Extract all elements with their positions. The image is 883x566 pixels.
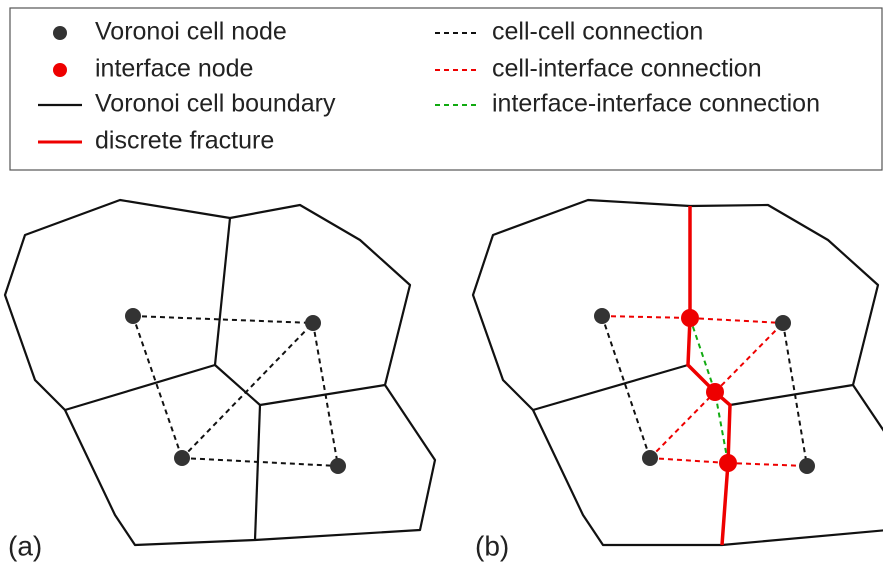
legend-label: cell-interface connection <box>492 55 762 83</box>
legend-box <box>9 7 883 171</box>
connections <box>132 315 339 467</box>
cell-boundary <box>253 404 262 541</box>
cell-interface-connections <box>601 315 808 467</box>
cell-boundary <box>532 363 689 412</box>
cell-cell-connections <box>601 315 808 467</box>
interface-nodes <box>681 309 737 472</box>
fracture <box>686 206 732 546</box>
outer-boundary <box>3 198 437 547</box>
legend-label: cell-cell connection <box>492 18 703 46</box>
panel-label: (a) <box>8 530 42 561</box>
panel-a: (a) <box>3 198 437 561</box>
legend-label: discrete fracture <box>95 127 274 155</box>
cell-boundary <box>729 383 854 407</box>
cell-nodes <box>594 308 815 474</box>
outer-boundary <box>471 198 883 547</box>
cell-nodes <box>125 308 346 474</box>
panel-b: (b) <box>471 198 883 561</box>
outer-boundary <box>689 203 883 432</box>
legend-label: Voronoi cell boundary <box>95 90 336 118</box>
panel-label: (b) <box>475 530 509 561</box>
legend-label: Voronoi cell node <box>95 18 287 46</box>
legend-cell-node <box>53 26 67 40</box>
legend-interface-node <box>53 63 67 77</box>
cell-boundary <box>64 217 232 412</box>
legend-label: interface-interface connection <box>492 90 820 118</box>
legend-label: interface node <box>95 55 253 83</box>
interface-connections <box>689 317 729 464</box>
